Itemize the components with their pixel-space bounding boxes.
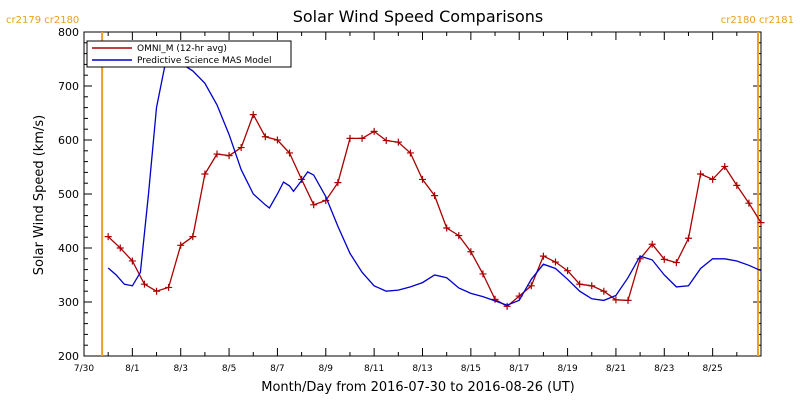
omni-data-point — [334, 179, 342, 187]
omni-data-point — [551, 258, 559, 266]
omni-data-point — [479, 270, 487, 278]
x-tick-label: 8/23 — [654, 364, 674, 374]
omni-data-point — [310, 201, 318, 209]
omni-data-point — [249, 111, 257, 119]
omni-data-point — [286, 149, 294, 157]
omni-data-point — [358, 134, 366, 142]
omni-data-point — [721, 162, 729, 170]
y-tick-label: 400 — [58, 242, 79, 255]
omni-data-point — [382, 137, 390, 145]
carrington-label-right: cr2180 cr2181 — [721, 15, 794, 26]
omni-data-point — [104, 233, 112, 241]
omni-data-point — [672, 259, 680, 267]
legend-label-model: Predictive Science MAS Model — [137, 56, 272, 66]
omni-data-point — [600, 287, 608, 295]
omni-data-point — [419, 175, 426, 183]
omni-data-point — [539, 252, 547, 260]
omni-data-point — [346, 134, 354, 142]
omni-data-point — [116, 244, 124, 252]
x-tick-label: 8/19 — [557, 364, 577, 374]
omni-data-point — [757, 219, 765, 227]
y-axis-label: Solar Wind Speed (km/s) — [32, 115, 47, 275]
x-tick-label: 8/15 — [461, 364, 481, 374]
y-tick-label: 700 — [58, 80, 79, 93]
omni-data-point — [165, 283, 173, 291]
omni-data-point — [213, 150, 221, 158]
omni-data-point — [128, 257, 136, 265]
x-tick-label: 7/30 — [74, 364, 94, 374]
x-tick-label: 8/25 — [703, 364, 723, 374]
legend-label-omni: OMNI_M (12-hr avg) — [137, 44, 227, 54]
model-series-line — [107, 61, 762, 306]
omni-data-point — [576, 280, 584, 288]
omni-data-point — [684, 234, 692, 242]
x-tick-label: 8/11 — [364, 364, 384, 374]
omni-data-point — [443, 224, 451, 232]
x-axis-label: Month/Day from 2016-07-30 to 2016-08-26 … — [261, 380, 574, 395]
omni-data-point — [467, 248, 475, 256]
omni-data-point — [177, 241, 185, 249]
x-tick-label: 8/21 — [606, 364, 626, 374]
x-tick-label: 8/9 — [319, 364, 334, 374]
omni-data-point — [394, 138, 402, 146]
omni-data-point — [455, 232, 463, 240]
x-tick-label: 8/5 — [222, 364, 236, 374]
omni-data-point — [564, 267, 572, 275]
y-tick-label: 800 — [58, 26, 79, 39]
omni-data-point — [709, 175, 717, 183]
omni-data-point — [237, 144, 245, 152]
chart-title: Solar Wind Speed Comparisons — [293, 7, 544, 26]
y-tick-label: 500 — [58, 188, 79, 201]
legend-box — [86, 40, 292, 68]
x-tick-label: 8/13 — [412, 364, 432, 374]
y-tick-label: 200 — [58, 350, 79, 363]
omni-data-point — [189, 233, 197, 241]
x-tick-label: 8/3 — [173, 364, 187, 374]
plot-area: 200 300 400 500 600 700 800 7/30 8/1 8/3 8/5 8/7 8/9… — [58, 26, 765, 374]
omni-data-point — [660, 255, 668, 263]
y-tick-label: 600 — [58, 134, 79, 147]
omni-data-point — [612, 296, 620, 304]
omni-data-point — [261, 133, 269, 141]
omni-data-point — [745, 199, 753, 207]
omni-data-point — [588, 282, 596, 290]
omni-data-point — [624, 296, 632, 304]
omni-data-point — [527, 282, 535, 290]
omni-data-point — [648, 240, 656, 248]
omni-data-point — [406, 149, 414, 157]
omni-data-point — [491, 295, 499, 303]
omni-data-point — [733, 181, 741, 189]
omni-data-point — [431, 192, 439, 200]
omni-data-point — [697, 170, 705, 178]
x-tick-label: 8/7 — [270, 364, 284, 374]
x-tick-label: 8/17 — [509, 364, 529, 374]
omni-data-point — [153, 287, 161, 295]
carrington-label-left: cr2179 cr2180 — [6, 15, 79, 26]
omni-data-point — [273, 136, 281, 144]
x-tick-label: 8/1 — [125, 364, 139, 374]
y-tick-label: 300 — [58, 296, 79, 309]
omni-data-point — [503, 302, 511, 310]
omni-data-point — [201, 170, 209, 178]
omni-data-point — [225, 152, 233, 160]
omni-data-point — [370, 127, 378, 135]
omni-data-point — [140, 280, 148, 288]
legend: OMNI_M (12-hr avg) Predictive Science MA… — [86, 40, 292, 68]
